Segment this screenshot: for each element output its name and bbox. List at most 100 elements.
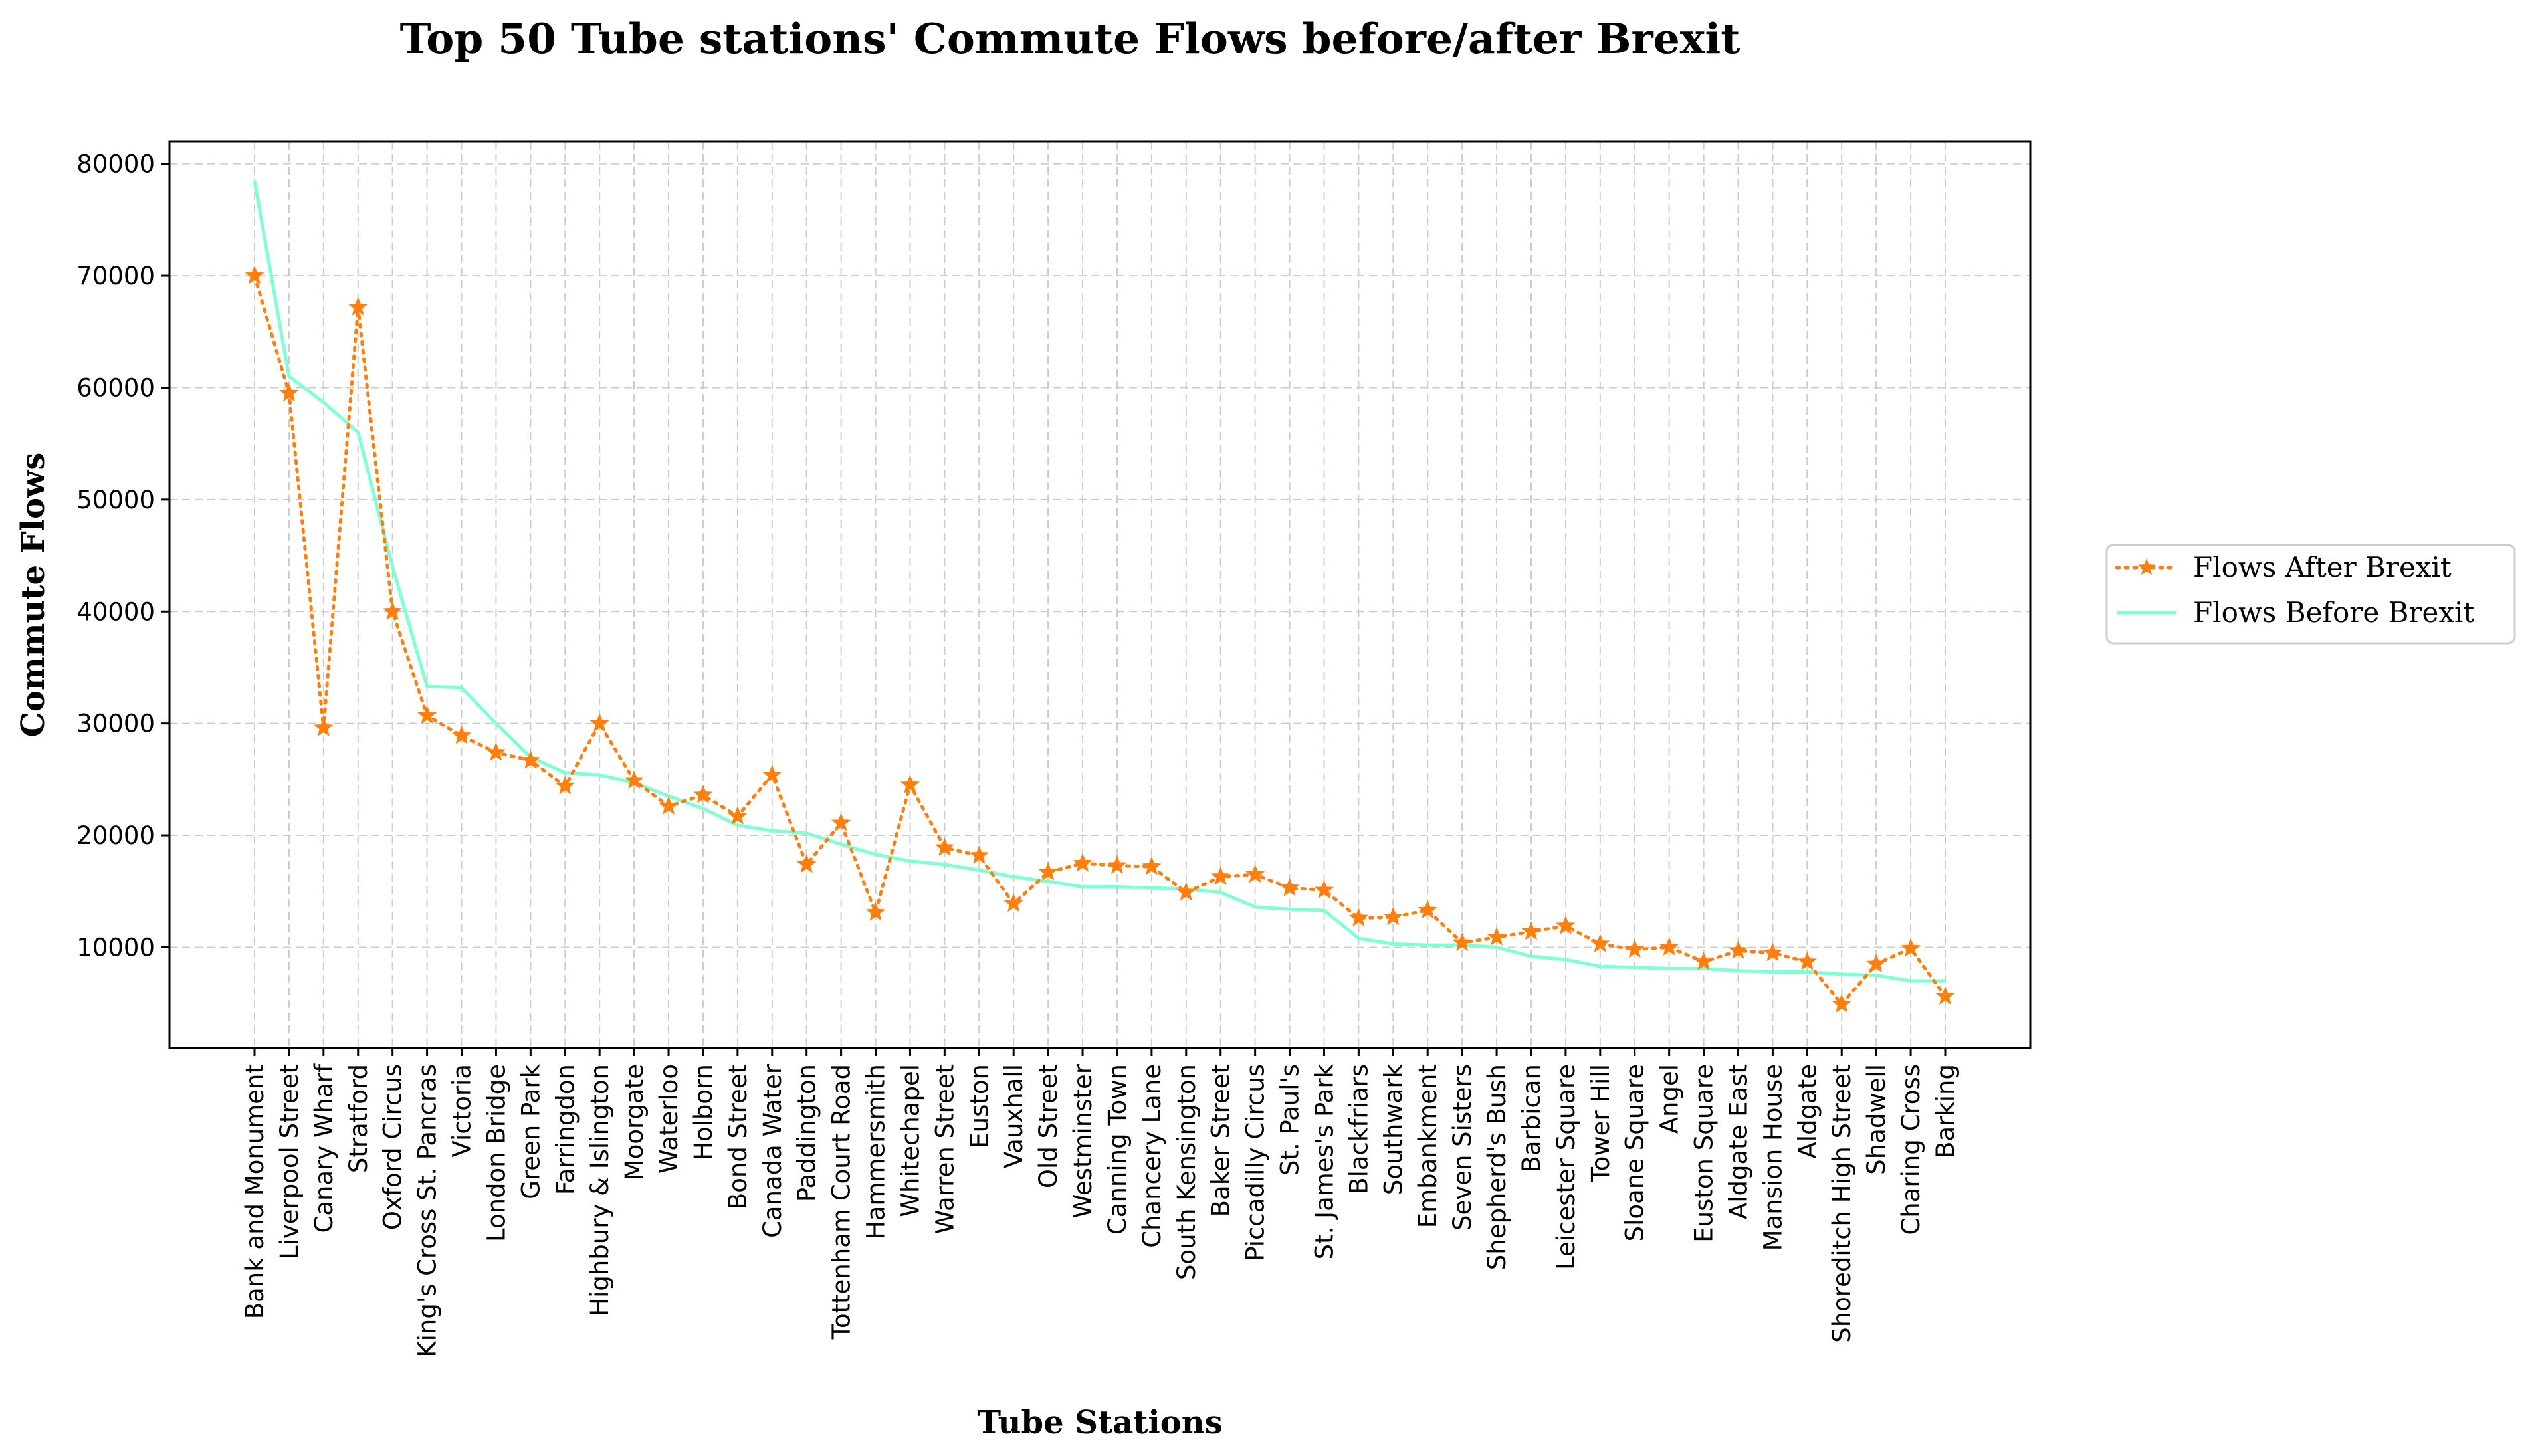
- x-tick-label: St. Paul's: [1276, 1064, 1305, 1176]
- x-tick-label: Westminster: [1069, 1063, 1097, 1218]
- x-tick-label: St. James's Park: [1311, 1063, 1339, 1259]
- x-tick-label: South Kensington: [1172, 1064, 1201, 1280]
- legend-after-marker: [2137, 558, 2156, 575]
- x-tick-label: Mansion House: [1758, 1064, 1787, 1251]
- x-tick-label: Victoria: [448, 1064, 476, 1157]
- after-brexit-point: [762, 764, 782, 783]
- x-tick-label: Canary Wharf: [310, 1063, 338, 1233]
- x-tick-label: Whitechapel: [896, 1064, 924, 1217]
- after-brexit-point: [279, 383, 299, 402]
- x-tick-label: Angel: [1655, 1064, 1684, 1134]
- after-brexit-point: [1245, 864, 1265, 883]
- after-brexit-point: [865, 902, 886, 921]
- x-tick-label: Farringdon: [551, 1064, 580, 1195]
- after-brexit-point: [1728, 940, 1748, 959]
- after-brexit-point: [1348, 908, 1369, 927]
- x-tick-label: Barbican: [1517, 1064, 1546, 1173]
- grid-lines: [169, 142, 2030, 1048]
- after-brexit-point: [1279, 877, 1300, 896]
- x-axis-label: Tube Stations: [977, 1404, 1222, 1441]
- after-brexit-point: [245, 265, 264, 284]
- x-tick-label: Charing Cross: [1897, 1064, 1925, 1235]
- x-tick-label: Stratford: [344, 1064, 373, 1173]
- y-tick-label: 20000: [76, 821, 155, 850]
- x-tick-label: Chancery Lane: [1138, 1064, 1166, 1248]
- x-tick-label: Leicester Square: [1552, 1064, 1580, 1270]
- x-tick-label: Green Park: [516, 1063, 545, 1199]
- after-brexit-point: [1590, 934, 1610, 952]
- after-brexit-point: [1073, 853, 1093, 872]
- y-tick-label: 50000: [76, 486, 155, 514]
- after-brexit-point: [1452, 932, 1472, 952]
- x-tick-label: Bank and Monument: [241, 1064, 269, 1319]
- x-tick-label: Liverpool Street: [275, 1064, 304, 1259]
- x-tick-label: Barking: [1931, 1064, 1960, 1158]
- after-brexit-point: [1762, 942, 1783, 962]
- x-tick-label: Embankment: [1414, 1064, 1442, 1228]
- after-brexit-point: [1107, 855, 1127, 874]
- after-brexit-point: [451, 725, 472, 744]
- after-brexit-point: [693, 785, 713, 803]
- x-tick-label: Euston: [965, 1064, 994, 1148]
- x-tick-label: Oxford Circus: [379, 1064, 407, 1230]
- x-tick-label: London Bridge: [482, 1064, 510, 1242]
- x-tick-label: Old Street: [1034, 1064, 1063, 1188]
- x-tick-label: Euston Square: [1690, 1064, 1719, 1243]
- y-tick-label: 80000: [76, 150, 155, 179]
- y-tick-label: 40000: [76, 597, 155, 626]
- after-brexit-point: [486, 742, 506, 761]
- x-tick-label: Southwark: [1379, 1063, 1408, 1195]
- y-tick-label: 30000: [76, 710, 155, 738]
- y-tick-label: 10000: [76, 933, 155, 962]
- y-axis: 10000 20000 30000 40000 50000 60000 70000 80000: [76, 150, 169, 962]
- x-tick-label: Tottenham Court Road: [827, 1064, 856, 1340]
- after-brexit-point: [1521, 921, 1541, 940]
- x-tick-label: Aldgate East: [1725, 1064, 1753, 1219]
- after-brexit-point: [1625, 939, 1645, 958]
- after-brexit-point: [1693, 951, 1714, 970]
- x-tick-label: Warren Street: [930, 1064, 959, 1234]
- after-brexit-point: [1142, 856, 1162, 875]
- x-tick-label: Piccadilly Circus: [1241, 1064, 1270, 1261]
- y-axis-label: Commute Flows: [15, 453, 52, 738]
- after-brexit-point: [934, 837, 955, 857]
- after-brexit-point: [1935, 986, 1955, 1005]
- chart-title: Top 50 Tube stations' Commute Flows befo…: [400, 14, 1741, 63]
- x-tick-label: Tower Hill: [1586, 1064, 1615, 1183]
- after-brexit-point: [1797, 951, 1817, 970]
- y-tick-label: 70000: [76, 262, 155, 290]
- x-tick-label: Sloane Square: [1621, 1064, 1649, 1241]
- after-brexit-point: [1003, 893, 1023, 912]
- after-brexit-point: [659, 795, 679, 815]
- after-brexit-point: [589, 713, 609, 732]
- after-brexit-point: [1659, 937, 1679, 956]
- y-tick-label: 60000: [76, 373, 155, 402]
- legend: Flows After Brexit Flows Before Brexit: [2105, 544, 2516, 645]
- x-tick-label: Waterloo: [655, 1064, 683, 1174]
- x-tick-label: Canning Town: [1103, 1064, 1132, 1235]
- after-brexit-point: [383, 601, 403, 620]
- after-brexit-point: [417, 705, 437, 724]
- after-brexit-point: [1211, 867, 1231, 885]
- x-tick-label: Moorgate: [620, 1064, 649, 1180]
- after-brexit-line: [253, 274, 1947, 1007]
- x-tick-label: Baker Street: [1207, 1064, 1235, 1217]
- after-brexit-point: [831, 813, 851, 832]
- after-brexit-point: [1383, 906, 1403, 926]
- legend-after-label: Flows After Brexit: [2193, 551, 2452, 583]
- after-brexit-point: [1314, 880, 1334, 899]
- x-tick-label: Seven Sisters: [1448, 1064, 1477, 1231]
- after-brexit-point: [969, 845, 989, 864]
- x-tick-label: Shoreditch High Street: [1828, 1064, 1856, 1343]
- plot-frame: [168, 140, 2032, 1049]
- x-tick-label: King's Cross St. Pancras: [413, 1064, 442, 1358]
- x-tick-label: Shadwell: [1862, 1064, 1891, 1175]
- legend-before-label: Flows Before Brexit: [2193, 596, 2474, 629]
- after-brexit-point: [728, 806, 748, 825]
- x-tick-label: Holborn: [689, 1064, 718, 1160]
- after-brexit-point: [555, 776, 575, 795]
- x-tick-label: Paddington: [793, 1064, 821, 1202]
- x-tick-label: Shepherd's Bush: [1483, 1064, 1511, 1270]
- x-tick-label: Vauxhall: [1000, 1064, 1028, 1168]
